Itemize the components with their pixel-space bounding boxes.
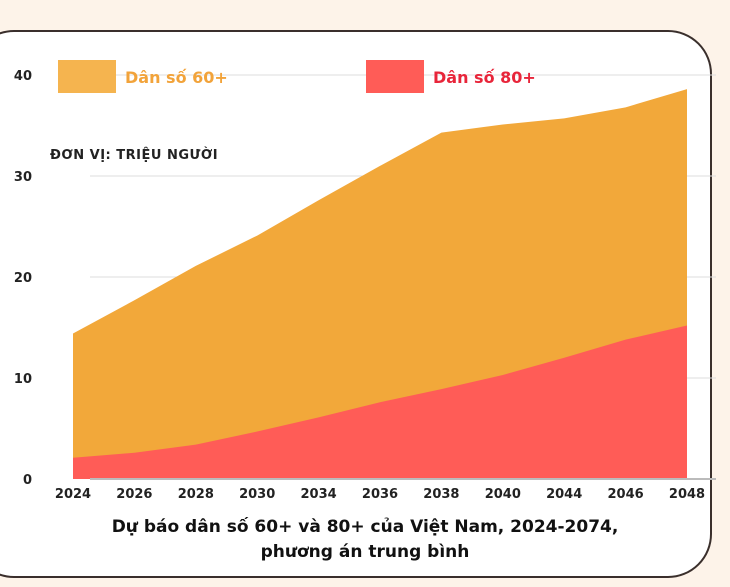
legend-swatch	[58, 60, 116, 93]
x-tick-label: 2038	[423, 487, 459, 502]
chart-title-line-2: phương án trung bình	[260, 542, 470, 562]
chart-title-line-1: Dự báo dân số 60+ và 80+ của Việt Nam, 2…	[111, 517, 619, 537]
x-tick-label: 2036	[362, 487, 398, 502]
x-tick-label: 2048	[669, 487, 705, 502]
y-tick-label: 0	[23, 473, 32, 488]
x-tick-label: 2028	[178, 487, 214, 502]
area-80plus	[73, 325, 687, 479]
y-tick-label: 10	[14, 372, 32, 387]
x-tick-label: 2024	[55, 487, 91, 502]
x-tick-label: 2044	[546, 487, 582, 502]
chart-title: Dự báo dân số 60+ và 80+ của Việt Nam, 2…	[0, 515, 730, 565]
unit-label: ĐƠN VỊ: TRIỆU NGƯỜI	[50, 148, 219, 163]
x-tick-label: 2030	[239, 487, 275, 502]
y-tick-label: 40	[14, 69, 32, 84]
x-tick-label: 2026	[116, 487, 152, 502]
legend-swatch	[366, 60, 424, 93]
y-tick-label: 20	[14, 271, 32, 286]
x-tick-label: 2040	[485, 487, 521, 502]
x-tick-label: 2046	[608, 487, 644, 502]
y-tick-label: 30	[14, 170, 32, 185]
legend-label: Dân số 80+	[433, 68, 536, 87]
x-tick-label: 2034	[301, 487, 337, 502]
legend-label: Dân số 60+	[125, 68, 228, 87]
